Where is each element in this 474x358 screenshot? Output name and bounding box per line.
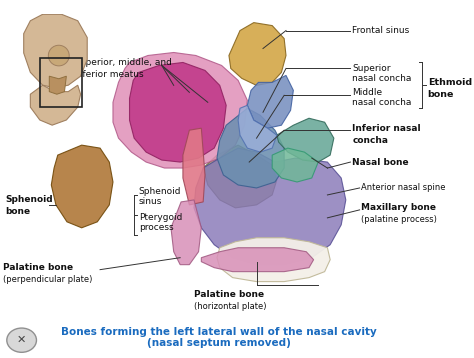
Ellipse shape [48, 45, 69, 66]
Polygon shape [24, 14, 87, 88]
Polygon shape [247, 76, 293, 128]
Text: Nasal bone: Nasal bone [352, 158, 409, 166]
Polygon shape [129, 62, 226, 162]
Text: Frontal sinus: Frontal sinus [352, 26, 410, 35]
Text: Anterior nasal spine: Anterior nasal spine [362, 183, 446, 193]
Text: Ethmoid: Ethmoid [428, 78, 472, 87]
Text: Superior: Superior [352, 64, 391, 73]
Text: Sphenoid: Sphenoid [5, 195, 53, 204]
Polygon shape [51, 145, 113, 228]
Polygon shape [217, 108, 284, 188]
Text: Bones forming the left lateral wall of the nasal cavity
(nasal septum removed): Bones forming the left lateral wall of t… [61, 326, 377, 348]
Text: Pterygoid: Pterygoid [139, 213, 182, 222]
Polygon shape [113, 53, 247, 168]
Polygon shape [30, 85, 81, 125]
Polygon shape [238, 105, 277, 152]
Text: Maxillary bone: Maxillary bone [362, 203, 437, 212]
Text: Superior, middle, and: Superior, middle, and [74, 58, 172, 67]
Circle shape [7, 328, 36, 352]
Text: Palatine bone: Palatine bone [2, 263, 73, 272]
Polygon shape [229, 23, 286, 85]
Polygon shape [183, 128, 205, 205]
Text: bone: bone [5, 207, 30, 216]
Text: inferior meatus: inferior meatus [74, 70, 144, 79]
Text: bone: bone [428, 90, 454, 99]
Text: Sphenoid: Sphenoid [139, 188, 181, 197]
Polygon shape [203, 145, 277, 208]
Polygon shape [49, 76, 66, 94]
Text: (palatine process): (palatine process) [362, 216, 438, 224]
Text: Middle: Middle [352, 88, 383, 97]
Polygon shape [272, 148, 318, 182]
Text: ✕: ✕ [17, 335, 27, 345]
Polygon shape [277, 118, 334, 162]
Text: concha: concha [352, 136, 388, 145]
Text: nasal concha: nasal concha [352, 98, 411, 107]
Text: (perpendicular plate): (perpendicular plate) [2, 275, 92, 284]
Polygon shape [194, 148, 346, 265]
Text: nasal concha: nasal concha [352, 74, 411, 83]
Text: process: process [139, 223, 173, 232]
Polygon shape [201, 248, 314, 272]
Polygon shape [171, 200, 201, 265]
Text: (horizontal plate): (horizontal plate) [194, 302, 266, 311]
Text: Palatine bone: Palatine bone [194, 290, 264, 299]
Text: Inferior nasal: Inferior nasal [352, 124, 421, 133]
Text: sinus: sinus [139, 197, 162, 207]
Polygon shape [217, 238, 330, 282]
